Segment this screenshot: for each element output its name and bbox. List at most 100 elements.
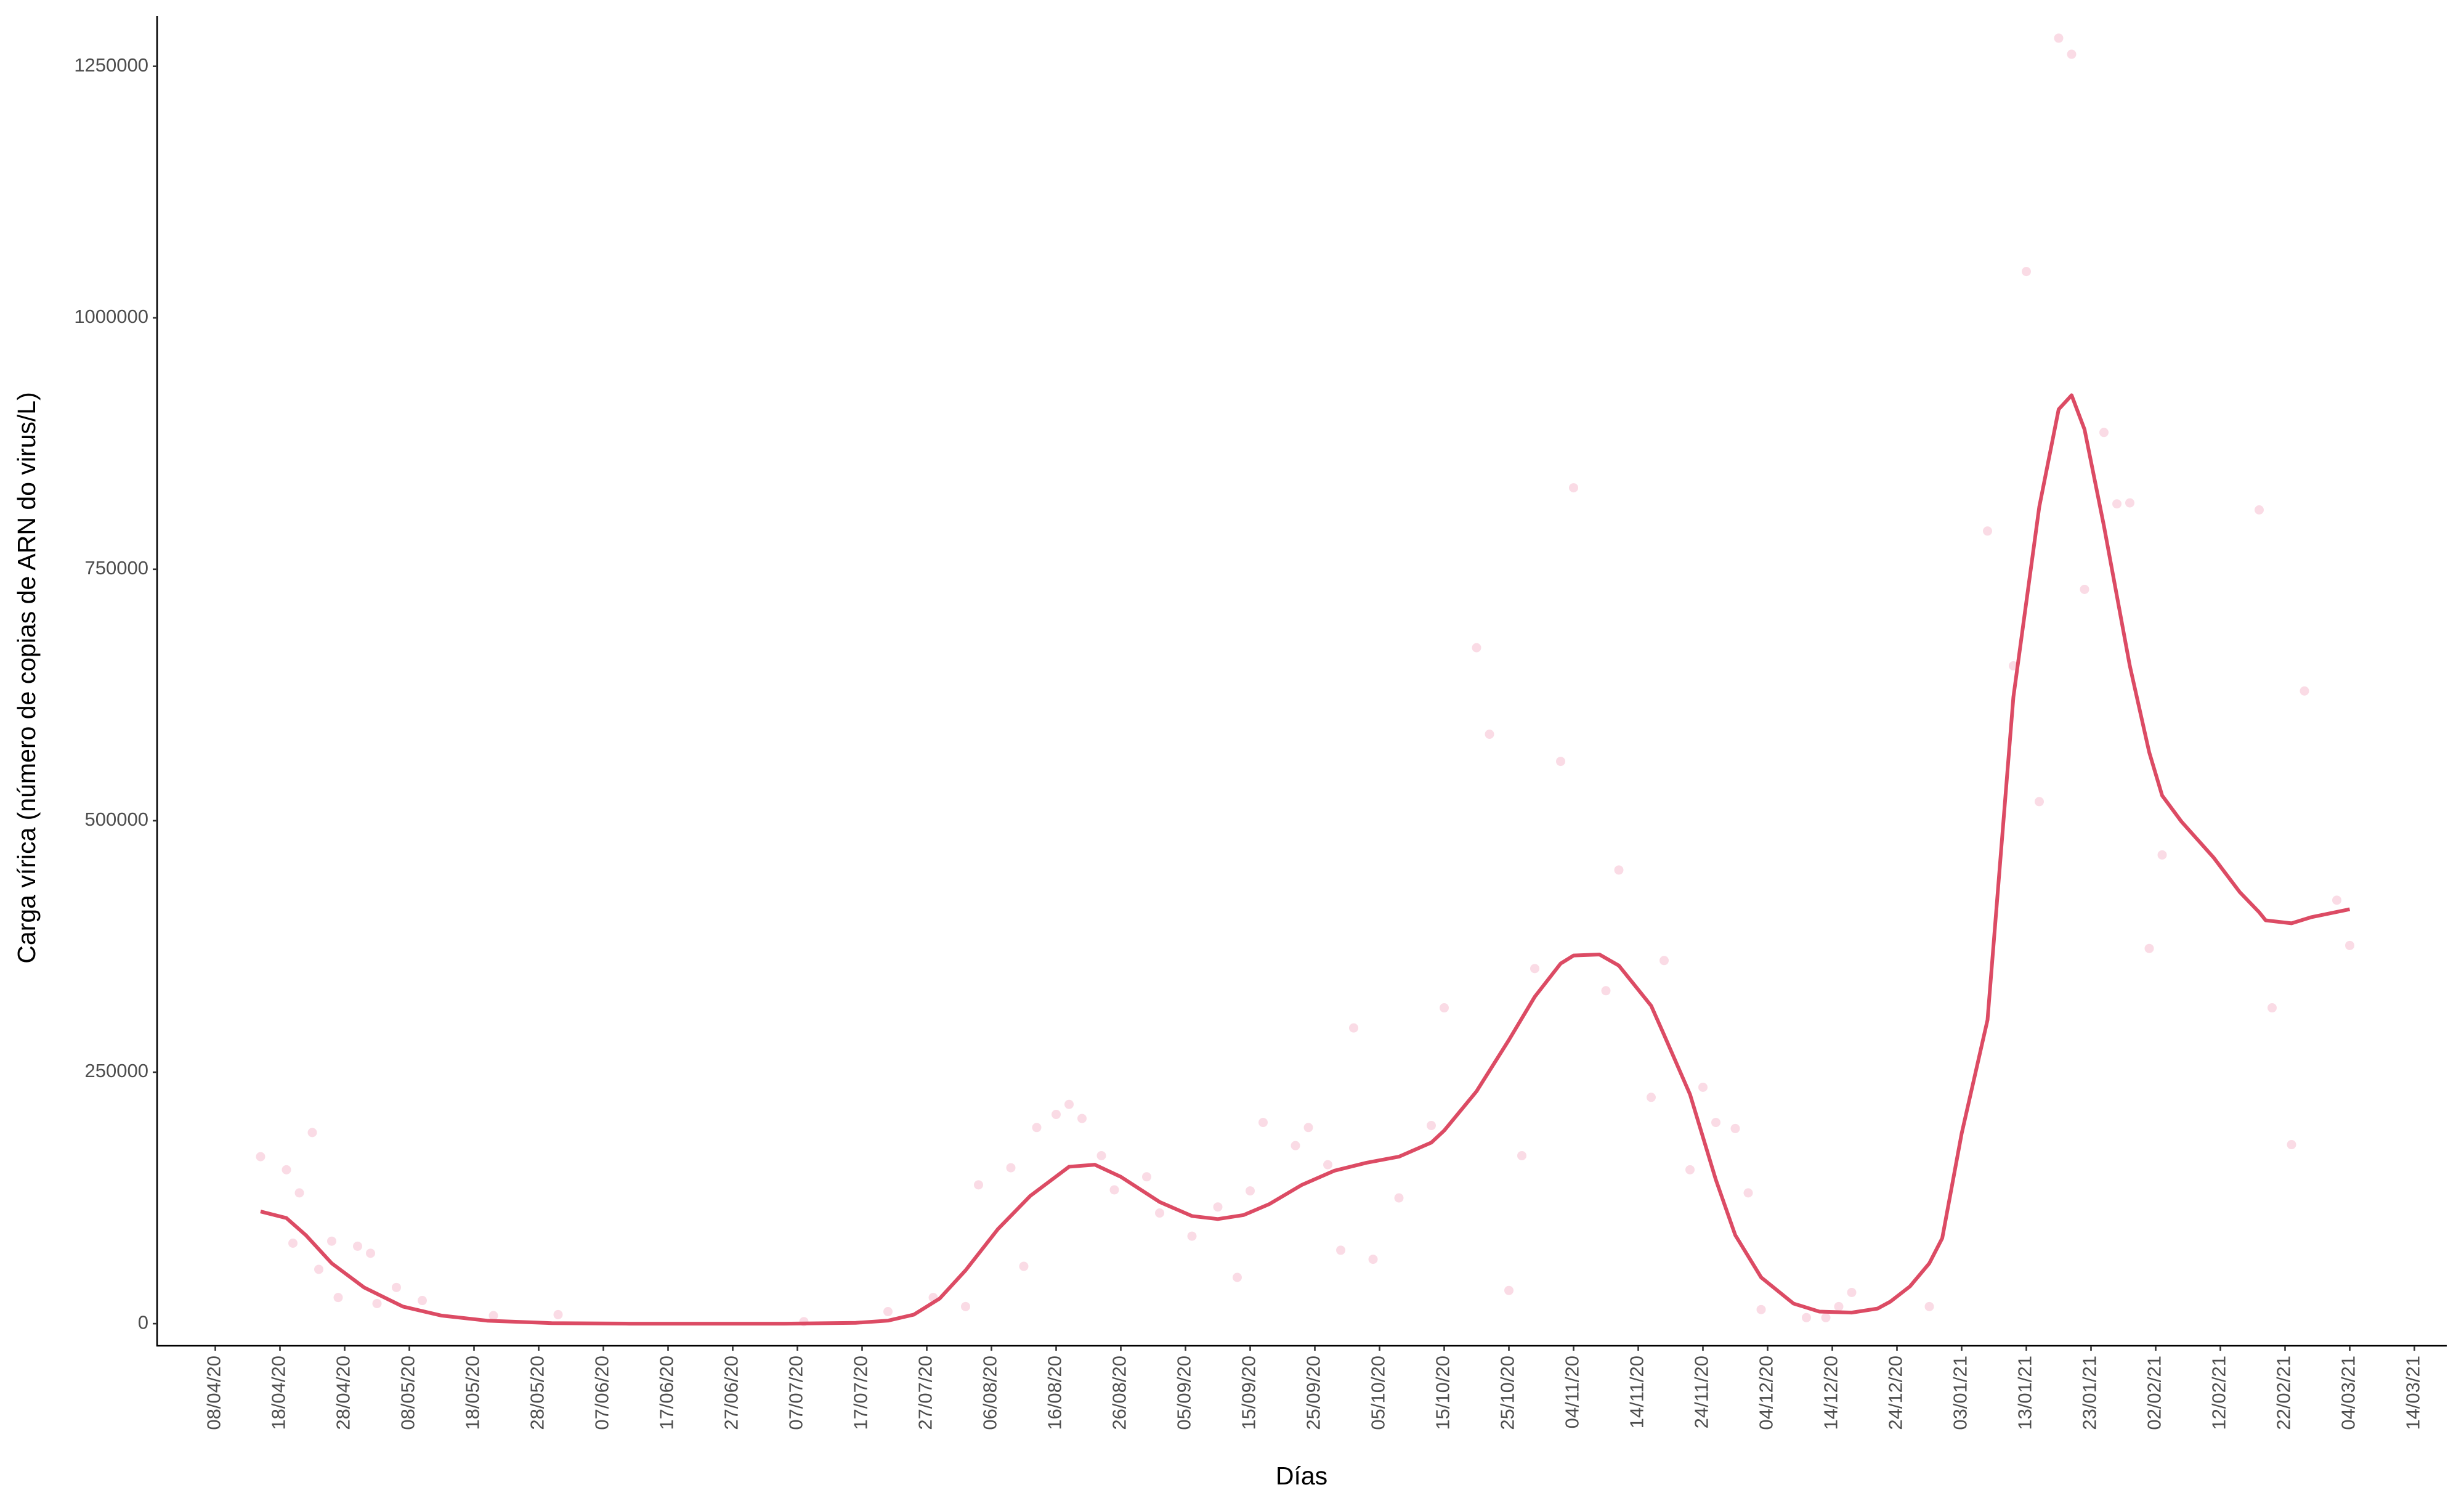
data-point — [1109, 1185, 1119, 1195]
data-point — [1821, 1313, 1831, 1322]
data-point — [2345, 940, 2354, 950]
data-point — [1802, 1313, 1811, 1322]
x-tick-label: 27/07/20 — [915, 1356, 936, 1430]
x-axis-title: Días — [1276, 1462, 1327, 1490]
x-tick-label: 07/06/20 — [591, 1356, 613, 1430]
data-point — [2144, 943, 2154, 953]
data-point — [1847, 1287, 1857, 1297]
x-tick-label: 24/12/20 — [1885, 1356, 1907, 1430]
data-point — [1601, 986, 1611, 996]
y-axis-title: Carga vírica (número de copias de ARN do… — [12, 392, 41, 963]
x-tick-label: 14/11/20 — [1626, 1356, 1648, 1428]
data-point — [1336, 1245, 1345, 1255]
data-point — [372, 1298, 382, 1308]
data-point — [1064, 1099, 1074, 1109]
x-tick-label: 13/01/21 — [2014, 1356, 2036, 1430]
data-point — [1291, 1141, 1300, 1150]
x-tick-label: 25/09/20 — [1303, 1356, 1324, 1430]
data-point — [2332, 895, 2341, 905]
data-point — [1660, 956, 1669, 966]
data-point — [1472, 643, 1481, 653]
data-point — [1440, 1003, 1449, 1013]
x-tick-label: 16/08/20 — [1044, 1356, 1066, 1430]
data-point — [1743, 1188, 1753, 1198]
data-point — [2125, 498, 2134, 508]
data-point — [2022, 267, 2031, 277]
data-point — [1685, 1165, 1695, 1174]
data-point — [307, 1128, 317, 1138]
x-tick-label: 04/11/20 — [1562, 1356, 1583, 1428]
y-tick-label: 250000 — [85, 1060, 148, 1081]
data-point — [1187, 1231, 1197, 1241]
data-point — [333, 1293, 343, 1303]
y-tick-label: 500000 — [85, 808, 148, 830]
y-tick-label: 0 — [138, 1311, 148, 1333]
data-point — [1368, 1255, 1378, 1264]
data-point — [1323, 1160, 1332, 1170]
data-point — [1485, 730, 1494, 739]
data-point — [2112, 499, 2122, 509]
data-point — [553, 1309, 563, 1319]
data-point — [353, 1241, 362, 1251]
x-tick-label: 04/03/21 — [2338, 1356, 2359, 1430]
x-tick-label: 15/10/20 — [1432, 1356, 1454, 1430]
x-tick-label: 17/06/20 — [656, 1356, 678, 1430]
data-point — [974, 1180, 983, 1190]
x-tick-label: 25/10/20 — [1497, 1356, 1518, 1430]
data-point — [2255, 505, 2264, 515]
data-point — [288, 1238, 298, 1248]
x-tick-label: 18/04/20 — [268, 1356, 290, 1430]
x-tick-label: 08/05/20 — [397, 1356, 419, 1430]
data-point — [1349, 1023, 1358, 1033]
data-point — [1303, 1123, 1313, 1133]
data-point — [256, 1152, 265, 1162]
data-point — [1530, 964, 1539, 974]
data-point — [282, 1165, 291, 1174]
data-point — [1096, 1150, 1106, 1160]
x-tick-label: 27/06/20 — [721, 1356, 742, 1430]
data-point — [1142, 1172, 1151, 1182]
data-point — [2080, 584, 2089, 594]
y-tick-label: 750000 — [85, 557, 148, 579]
data-point — [1246, 1186, 1255, 1196]
data-point — [2267, 1003, 2277, 1013]
data-point — [1052, 1110, 1061, 1120]
x-tick-label: 03/01/21 — [1950, 1356, 1971, 1430]
data-point — [314, 1264, 323, 1274]
x-tick-label: 14/03/21 — [2402, 1356, 2424, 1430]
x-tick-label: 06/08/20 — [979, 1356, 1001, 1430]
data-point — [1556, 757, 1565, 767]
data-point — [1698, 1082, 1708, 1092]
data-point — [1504, 1285, 1514, 1295]
data-point — [366, 1248, 375, 1258]
x-tick-label: 04/12/20 — [1756, 1356, 1777, 1430]
data-point — [1983, 526, 1992, 536]
data-point — [1077, 1113, 1087, 1123]
data-point — [1155, 1208, 1164, 1218]
data-point — [1756, 1305, 1766, 1314]
x-tick-label: 18/05/20 — [462, 1356, 484, 1430]
data-point — [883, 1306, 893, 1316]
data-point — [294, 1188, 304, 1198]
data-point — [1834, 1301, 1844, 1311]
data-point — [1517, 1150, 1526, 1160]
data-point — [392, 1282, 401, 1292]
data-point — [488, 1311, 498, 1321]
x-tick-label: 26/08/20 — [1109, 1356, 1130, 1430]
data-point — [1427, 1121, 1436, 1131]
x-tick-label: 28/05/20 — [527, 1356, 548, 1430]
x-tick-label: 28/04/20 — [333, 1356, 354, 1430]
data-point — [1006, 1163, 1016, 1173]
data-point — [1032, 1123, 1042, 1133]
x-tick-label: 07/07/20 — [785, 1356, 807, 1430]
x-tick-label: 12/02/21 — [2208, 1356, 2230, 1430]
data-point — [2287, 1140, 2296, 1150]
data-point — [1394, 1193, 1404, 1203]
x-tick-label: 05/09/20 — [1173, 1356, 1195, 1430]
trend-line — [260, 393, 2351, 1326]
x-tick-label: 22/02/21 — [2273, 1356, 2295, 1430]
data-point — [1614, 865, 1624, 875]
data-point — [1258, 1118, 1268, 1128]
